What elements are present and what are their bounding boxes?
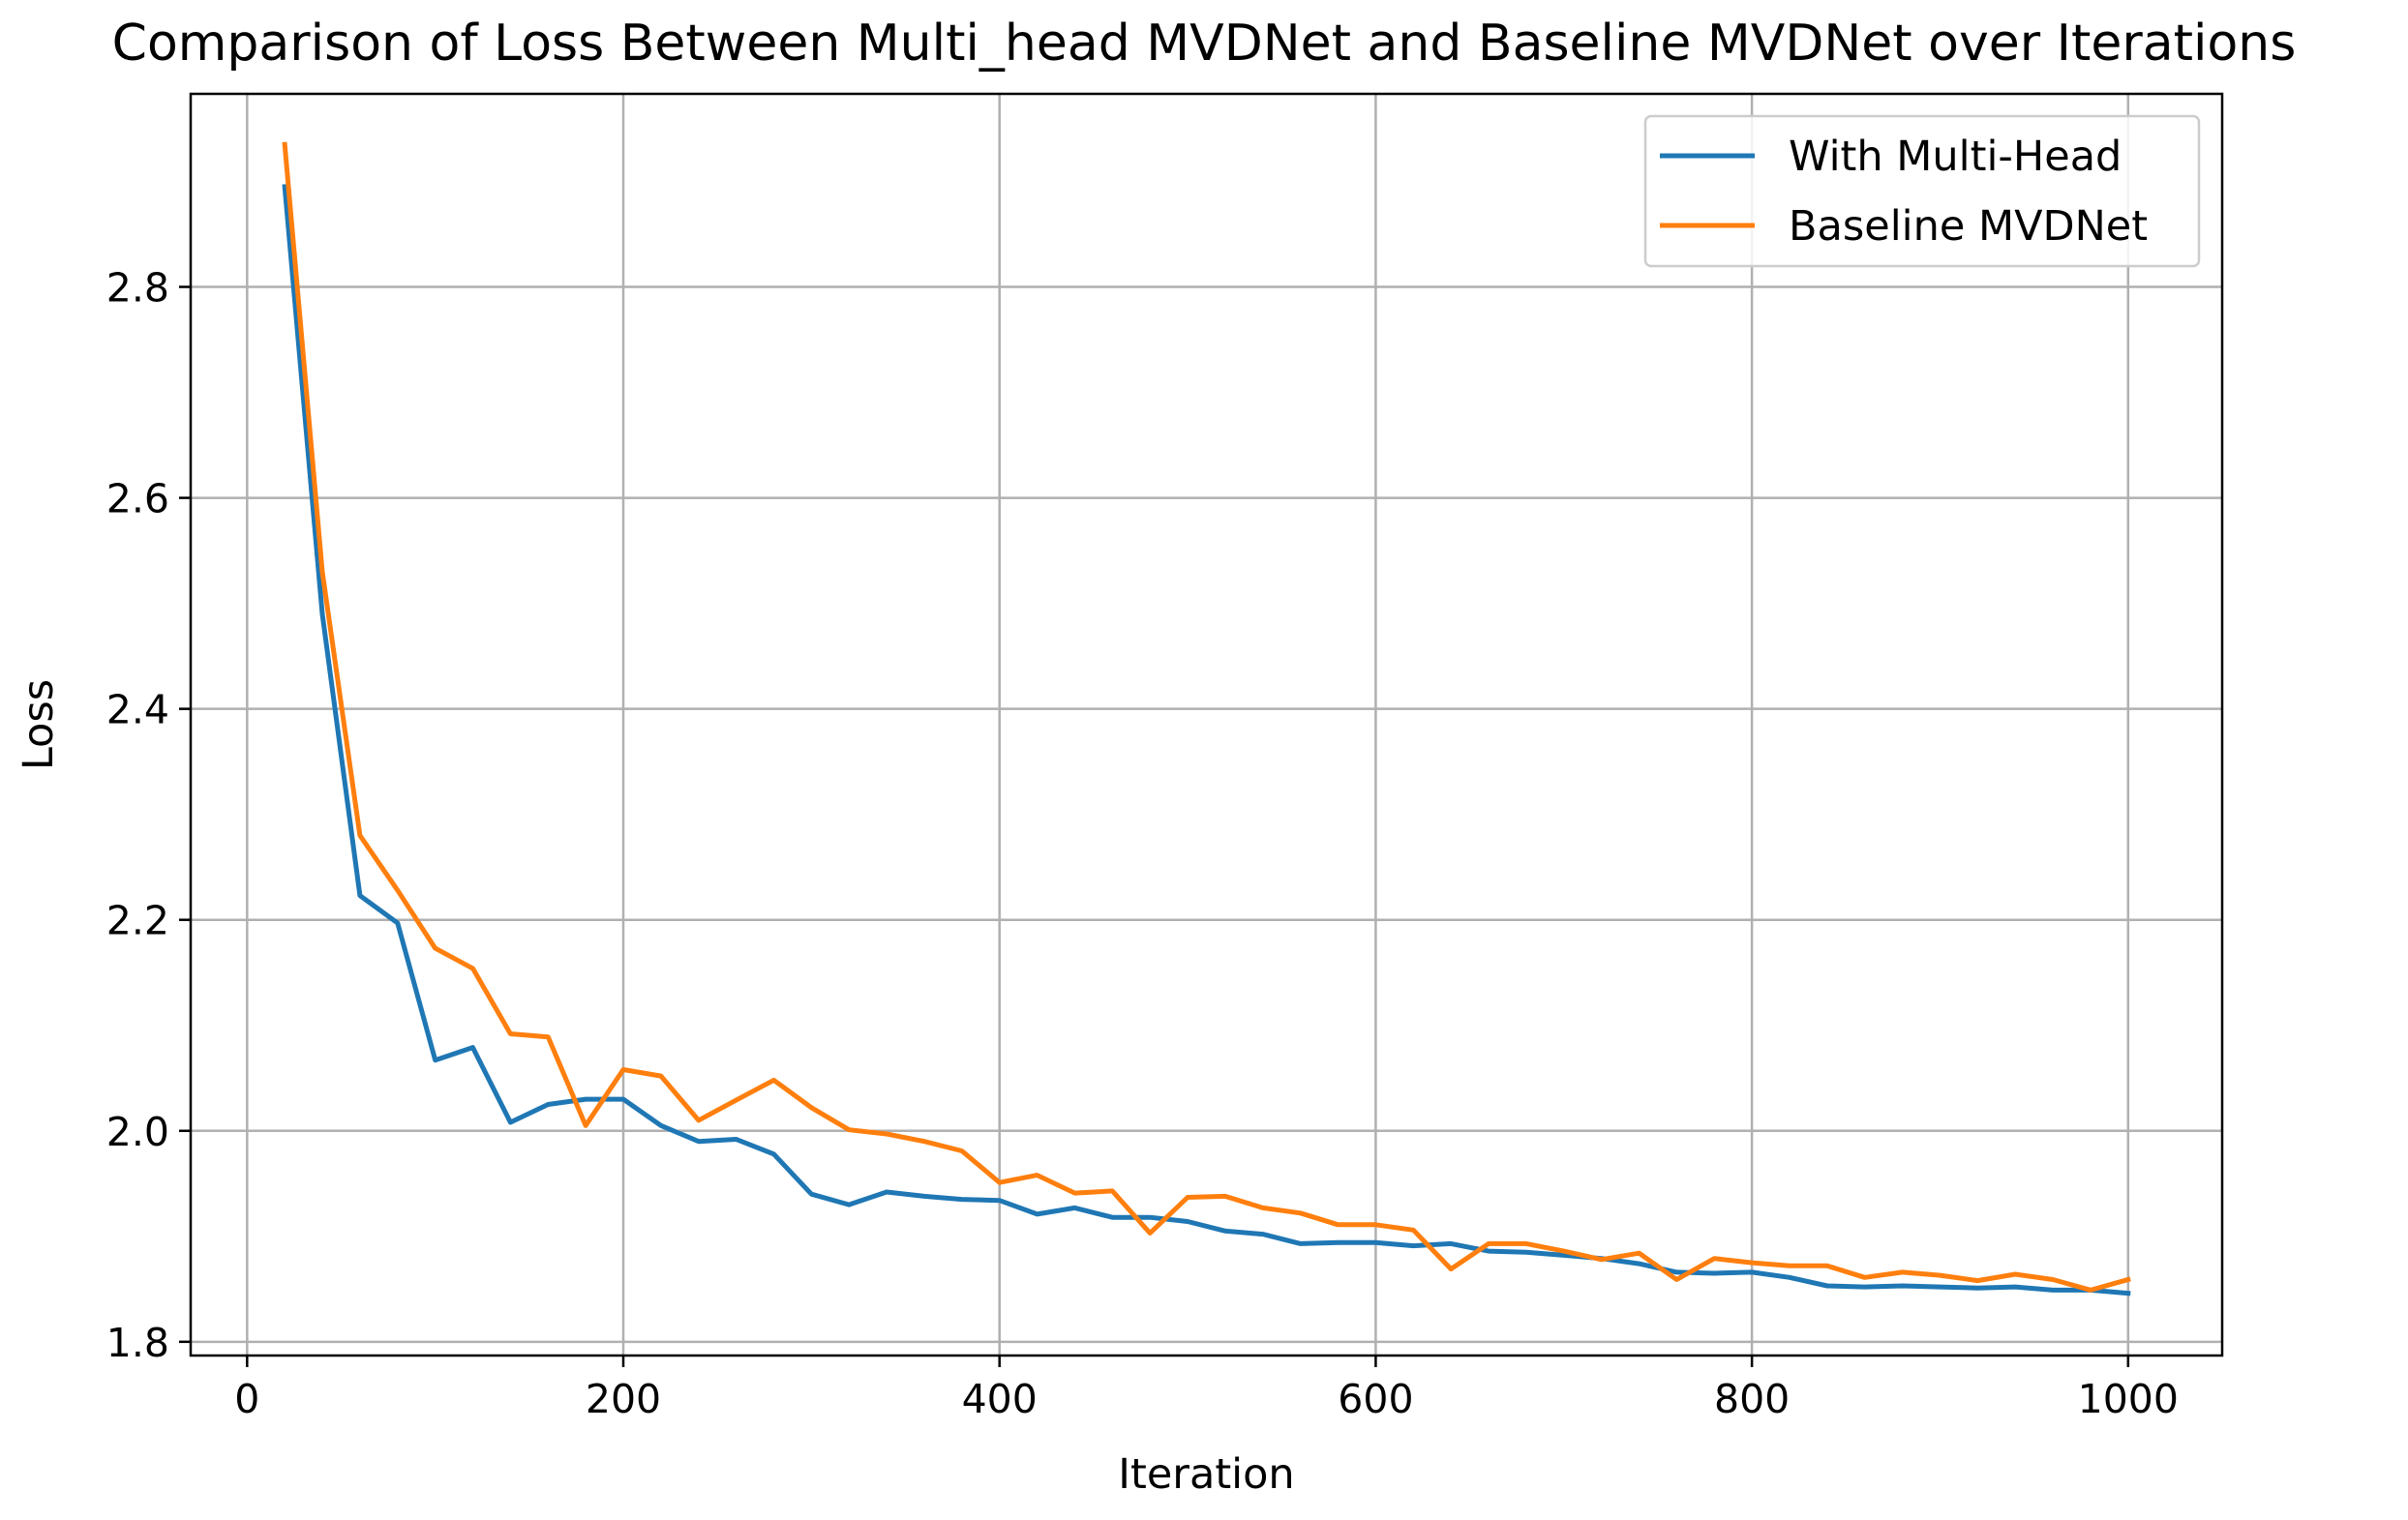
series-line-multi-head bbox=[282, 184, 2131, 1296]
grid bbox=[191, 94, 2222, 1356]
y-tick-label: 2.8 bbox=[106, 265, 169, 312]
y-tick-label: 2.0 bbox=[106, 1109, 169, 1155]
x-tick-label: 800 bbox=[1714, 1376, 1790, 1422]
legend: With Multi-Head Baseline MVDNet bbox=[1643, 114, 2201, 268]
x-tick-label: 0 bbox=[234, 1376, 259, 1422]
y-tick-label: 2.4 bbox=[106, 687, 169, 733]
legend-box bbox=[1643, 114, 2201, 268]
x-tick-label: 600 bbox=[1338, 1376, 1413, 1422]
y-axis-label: Loss bbox=[15, 679, 63, 770]
legend-label: With Multi-Head bbox=[1789, 133, 2122, 181]
x-tick-label: 1000 bbox=[2078, 1376, 2179, 1422]
y-tick-label: 1.8 bbox=[106, 1320, 169, 1366]
plot-frame bbox=[189, 92, 2224, 1357]
x-tick-label: 200 bbox=[586, 1376, 661, 1422]
y-tick-label: 2.6 bbox=[106, 476, 169, 522]
legend-label: Baseline MVDNet bbox=[1789, 202, 2148, 251]
x-tick-label: 400 bbox=[962, 1376, 1038, 1422]
y-tick-label: 2.2 bbox=[106, 898, 169, 944]
chart-title: Comparison of Loss Between Multi_head MV… bbox=[112, 15, 2297, 73]
series-lines bbox=[282, 141, 2131, 1296]
series-line-baseline bbox=[282, 141, 2131, 1293]
x-axis-label: Iteration bbox=[1118, 1450, 1294, 1499]
axis-ticks: 0 200 400 600 800 1000 1.8 2.0 2.2 2.4 2.6 2.8 bbox=[106, 265, 2179, 1422]
